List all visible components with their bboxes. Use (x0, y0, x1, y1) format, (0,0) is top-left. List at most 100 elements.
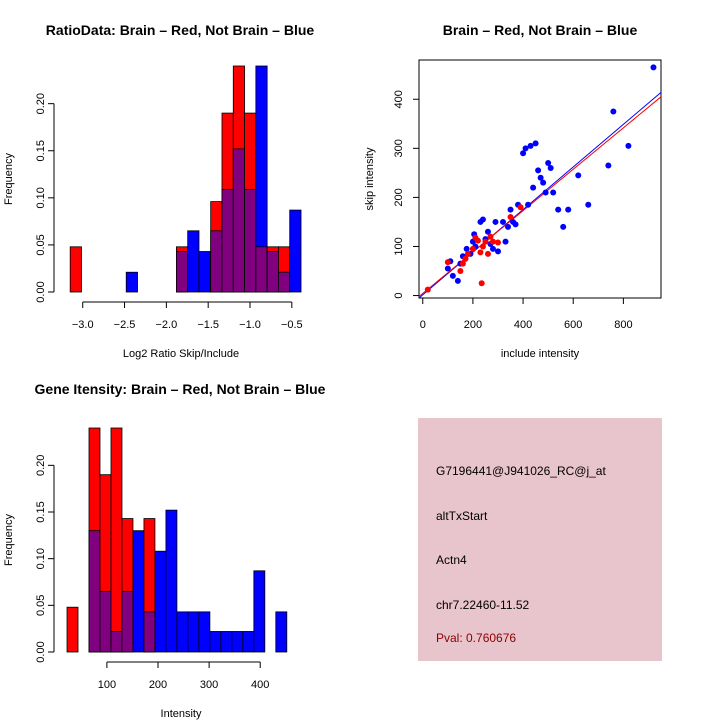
x-tick-label: 400 (251, 679, 269, 691)
scatter-point (489, 238, 496, 245)
scatter-point (444, 259, 451, 266)
histogram-bar (220, 631, 233, 653)
scatter-point (532, 140, 539, 147)
scatter-point (530, 184, 537, 191)
chart-title: Gene Itensity: Brain – Red, Not Brain – … (35, 381, 326, 397)
histogram-bar (165, 509, 178, 653)
scatter-point (482, 238, 489, 245)
histogram-bar-overlap (244, 188, 257, 293)
scatter-point (650, 64, 657, 71)
histogram-bar (66, 606, 79, 653)
histogram-bar-overlap (143, 611, 156, 653)
x-tick-label: 100 (98, 679, 116, 691)
scatter-point (494, 248, 501, 255)
histogram-bar (209, 631, 222, 653)
x-tick-label: 0 (420, 319, 426, 331)
scatter-point (537, 174, 544, 181)
x-tick-label: −0.5 (281, 319, 303, 331)
x-axis-label: include intensity (501, 348, 580, 360)
chart-title: Brain – Red, Not Brain – Blue (443, 22, 638, 38)
histogram-bar-overlap (232, 148, 245, 293)
scatter-point (517, 204, 524, 211)
scatter-point (525, 201, 532, 208)
y-axis-label: Frequency (3, 153, 15, 205)
scatter-point (542, 189, 549, 196)
y-tick-label: 0.10 (35, 548, 47, 569)
histogram-bar (275, 611, 288, 653)
x-tick-label: 200 (149, 679, 167, 691)
scatter-point (520, 150, 527, 157)
chart-2 (413, 59, 662, 304)
histogram-bar-overlap (278, 271, 291, 293)
scatter-point (550, 189, 557, 196)
scatter-point (484, 250, 491, 257)
x-tick-label: −1.5 (197, 319, 219, 331)
x-tick-label: −2.5 (114, 319, 136, 331)
scatter-point (547, 164, 554, 171)
histogram-bar-overlap (88, 530, 101, 653)
x-tick-label: −3.0 (72, 319, 94, 331)
histogram-bar-overlap (99, 590, 112, 653)
scatter-point (494, 239, 501, 246)
scatter-point (540, 179, 547, 186)
scatter-point (449, 272, 456, 279)
histogram-bar-overlap (175, 251, 189, 293)
histogram-bar (231, 631, 244, 653)
y-tick-label: 0.15 (35, 140, 47, 161)
histogram-bar (132, 530, 145, 653)
gene-name: Actn4 (436, 553, 467, 567)
y-tick-label: 200 (393, 188, 405, 206)
p-value: Pval: 0.760676 (436, 631, 517, 645)
y-tick-label: 400 (393, 90, 405, 108)
x-axis-label: Intensity (161, 708, 202, 720)
y-tick-label: 0.10 (35, 187, 47, 208)
plot-frame (418, 59, 662, 299)
scatter-point (505, 223, 512, 230)
histogram-bar (154, 550, 167, 653)
chart-title: RatioData: Brain – Red, Not Brain – Blue (46, 22, 315, 38)
histogram-bar (69, 246, 82, 293)
y-tick-label: 100 (393, 237, 405, 255)
histogram-bar (253, 570, 266, 653)
histogram-bar-overlap (121, 590, 134, 653)
scatter-point (459, 260, 466, 267)
chart-3 (48, 427, 288, 668)
scatter-point (545, 160, 552, 167)
histogram-bar-overlap (255, 246, 268, 293)
scatter-point (478, 280, 485, 287)
x-tick-label: 200 (464, 319, 482, 331)
event-type: altTxStart (436, 509, 488, 523)
scatter-point (469, 245, 476, 252)
scatter-point (474, 237, 481, 244)
scatter-point (477, 249, 484, 256)
y-axis-label: skip intensity (364, 147, 376, 210)
scatter-point (512, 221, 519, 228)
scatter-point (484, 228, 491, 235)
genomic-location: chr7.22460-11.52 (436, 598, 530, 612)
scatter-point (625, 142, 632, 149)
scatter-point (565, 206, 572, 213)
scatter-point (479, 243, 486, 250)
scatter-point (507, 214, 514, 221)
histogram-bar-overlap (266, 251, 279, 293)
histogram-bar (289, 209, 302, 293)
histogram-bar (242, 631, 255, 653)
y-tick-label: 0.20 (35, 93, 47, 114)
scatter-point (527, 142, 534, 149)
scatter-point (487, 233, 494, 240)
scatter-point (585, 201, 592, 208)
scatter-point (457, 268, 464, 275)
scatter-point (463, 245, 470, 252)
x-tick-label: −2.0 (156, 319, 178, 331)
scatter-point (502, 238, 509, 245)
y-tick-label: 0.00 (35, 281, 47, 302)
fit-line (418, 96, 662, 297)
scatter-point (424, 286, 431, 293)
scatter-point (610, 108, 617, 115)
y-tick-label: 0.05 (35, 595, 47, 616)
histogram-bar-overlap (221, 188, 234, 293)
scatter-point (444, 265, 451, 272)
histogram-bar (125, 271, 138, 293)
histogram-bar (110, 427, 123, 653)
